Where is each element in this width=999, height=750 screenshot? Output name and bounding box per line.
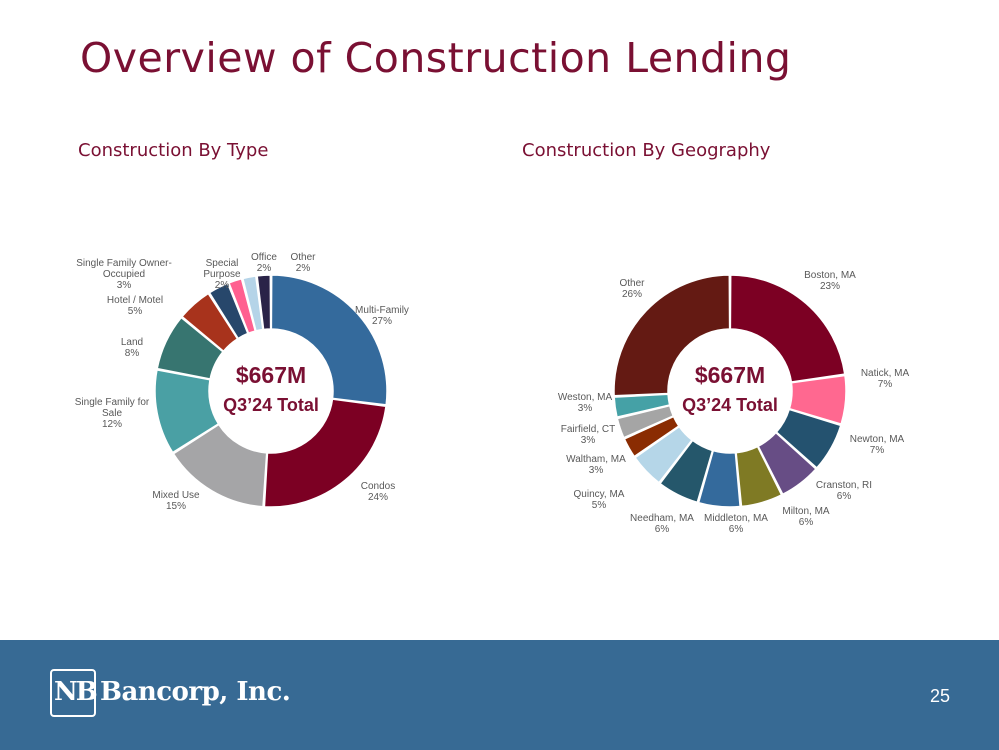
slice-middleton-ma xyxy=(697,449,741,508)
page-title: Overview of Construction Lending xyxy=(80,34,792,82)
slice-label-mixed-use: Mixed Use 15% xyxy=(152,490,200,512)
slice-label-newton-ma: Newton, MA 7% xyxy=(850,434,905,456)
footer-bar xyxy=(0,640,999,750)
slice-other xyxy=(613,274,731,397)
slice-label-needham-ma: Needham, MA 6% xyxy=(630,513,694,535)
slice-milton-ma xyxy=(735,445,783,508)
slice-label-multi-family: Multi-Family 27% xyxy=(355,305,409,327)
slice-land xyxy=(156,316,225,380)
slice-label-other: Other 2% xyxy=(290,252,316,274)
slice-label-single-family-for-sale: Single Family for Sale 12% xyxy=(75,397,150,430)
slice-label-quincy-ma: Quincy, MA 5% xyxy=(574,489,625,511)
slice-cranston-ri xyxy=(757,431,817,496)
construction-by-type-donut-chart: Multi-Family 27% Condos 24% Mixed Use 15% Sing… xyxy=(75,252,409,512)
slice-label-office: Office 2% xyxy=(251,252,277,274)
slice-label-waltham-ma: Waltham, MA 3% xyxy=(566,454,626,476)
page-number: 25 xyxy=(930,686,951,706)
construction-by-geography-donut-chart: Boston, MA 23% Natick, MA 7% Newton, MA 7% Cra… xyxy=(558,270,910,535)
chart-type-title: Construction By Type xyxy=(78,140,269,161)
slice-natick-ma xyxy=(788,374,847,426)
slice-other xyxy=(256,274,272,331)
slice-label-single-family-owner-occupied: Single Family Owner-Occupied 3% xyxy=(76,258,172,291)
slice-label-condos: Condos 24% xyxy=(361,481,395,503)
center-total-value: $667M xyxy=(236,362,306,388)
chart-geography-title: Construction By Geography xyxy=(522,140,771,161)
center-total-value: $667M xyxy=(695,362,765,388)
slice-label-natick-ma: Natick, MA 7% xyxy=(861,368,910,390)
center-total-label: Q3’24 Total xyxy=(682,395,778,415)
slice-single-family-for-sale xyxy=(154,369,220,454)
slice-label-boston-ma: Boston, MA 23% xyxy=(804,270,856,292)
slice-needham-ma xyxy=(659,439,714,504)
slice-newton-ma xyxy=(775,408,842,469)
slice-label-weston-ma: Weston, MA 3% xyxy=(558,392,613,414)
slice-label-cranston-ri: Cranston, RI 6% xyxy=(816,480,872,502)
slice-label-middleton-ma: Middleton, MA 6% xyxy=(704,513,768,535)
slice-label-land: Land 8% xyxy=(121,337,143,359)
logo-mark-box xyxy=(50,669,96,717)
slice-multi-family xyxy=(270,274,388,406)
slice-label-fairfield-ct: Fairfield, CT 3% xyxy=(561,424,615,446)
slice-label-special-purpose: Special Purpose 2% xyxy=(203,258,241,291)
logo-mark: NB xyxy=(54,677,98,707)
slice-label-other: Other 26% xyxy=(619,278,645,300)
center-total-label: Q3’24 Total xyxy=(223,395,319,415)
slice-boston-ma xyxy=(729,274,846,383)
slice-label-hotel-motel: Hotel / Motel 5% xyxy=(107,295,163,317)
logo-name: Bancorp, Inc. xyxy=(100,677,291,707)
slice-condos xyxy=(263,398,387,508)
slice-mixed-use xyxy=(172,423,268,508)
slice-label-milton-ma: Milton, MA 6% xyxy=(782,506,830,528)
